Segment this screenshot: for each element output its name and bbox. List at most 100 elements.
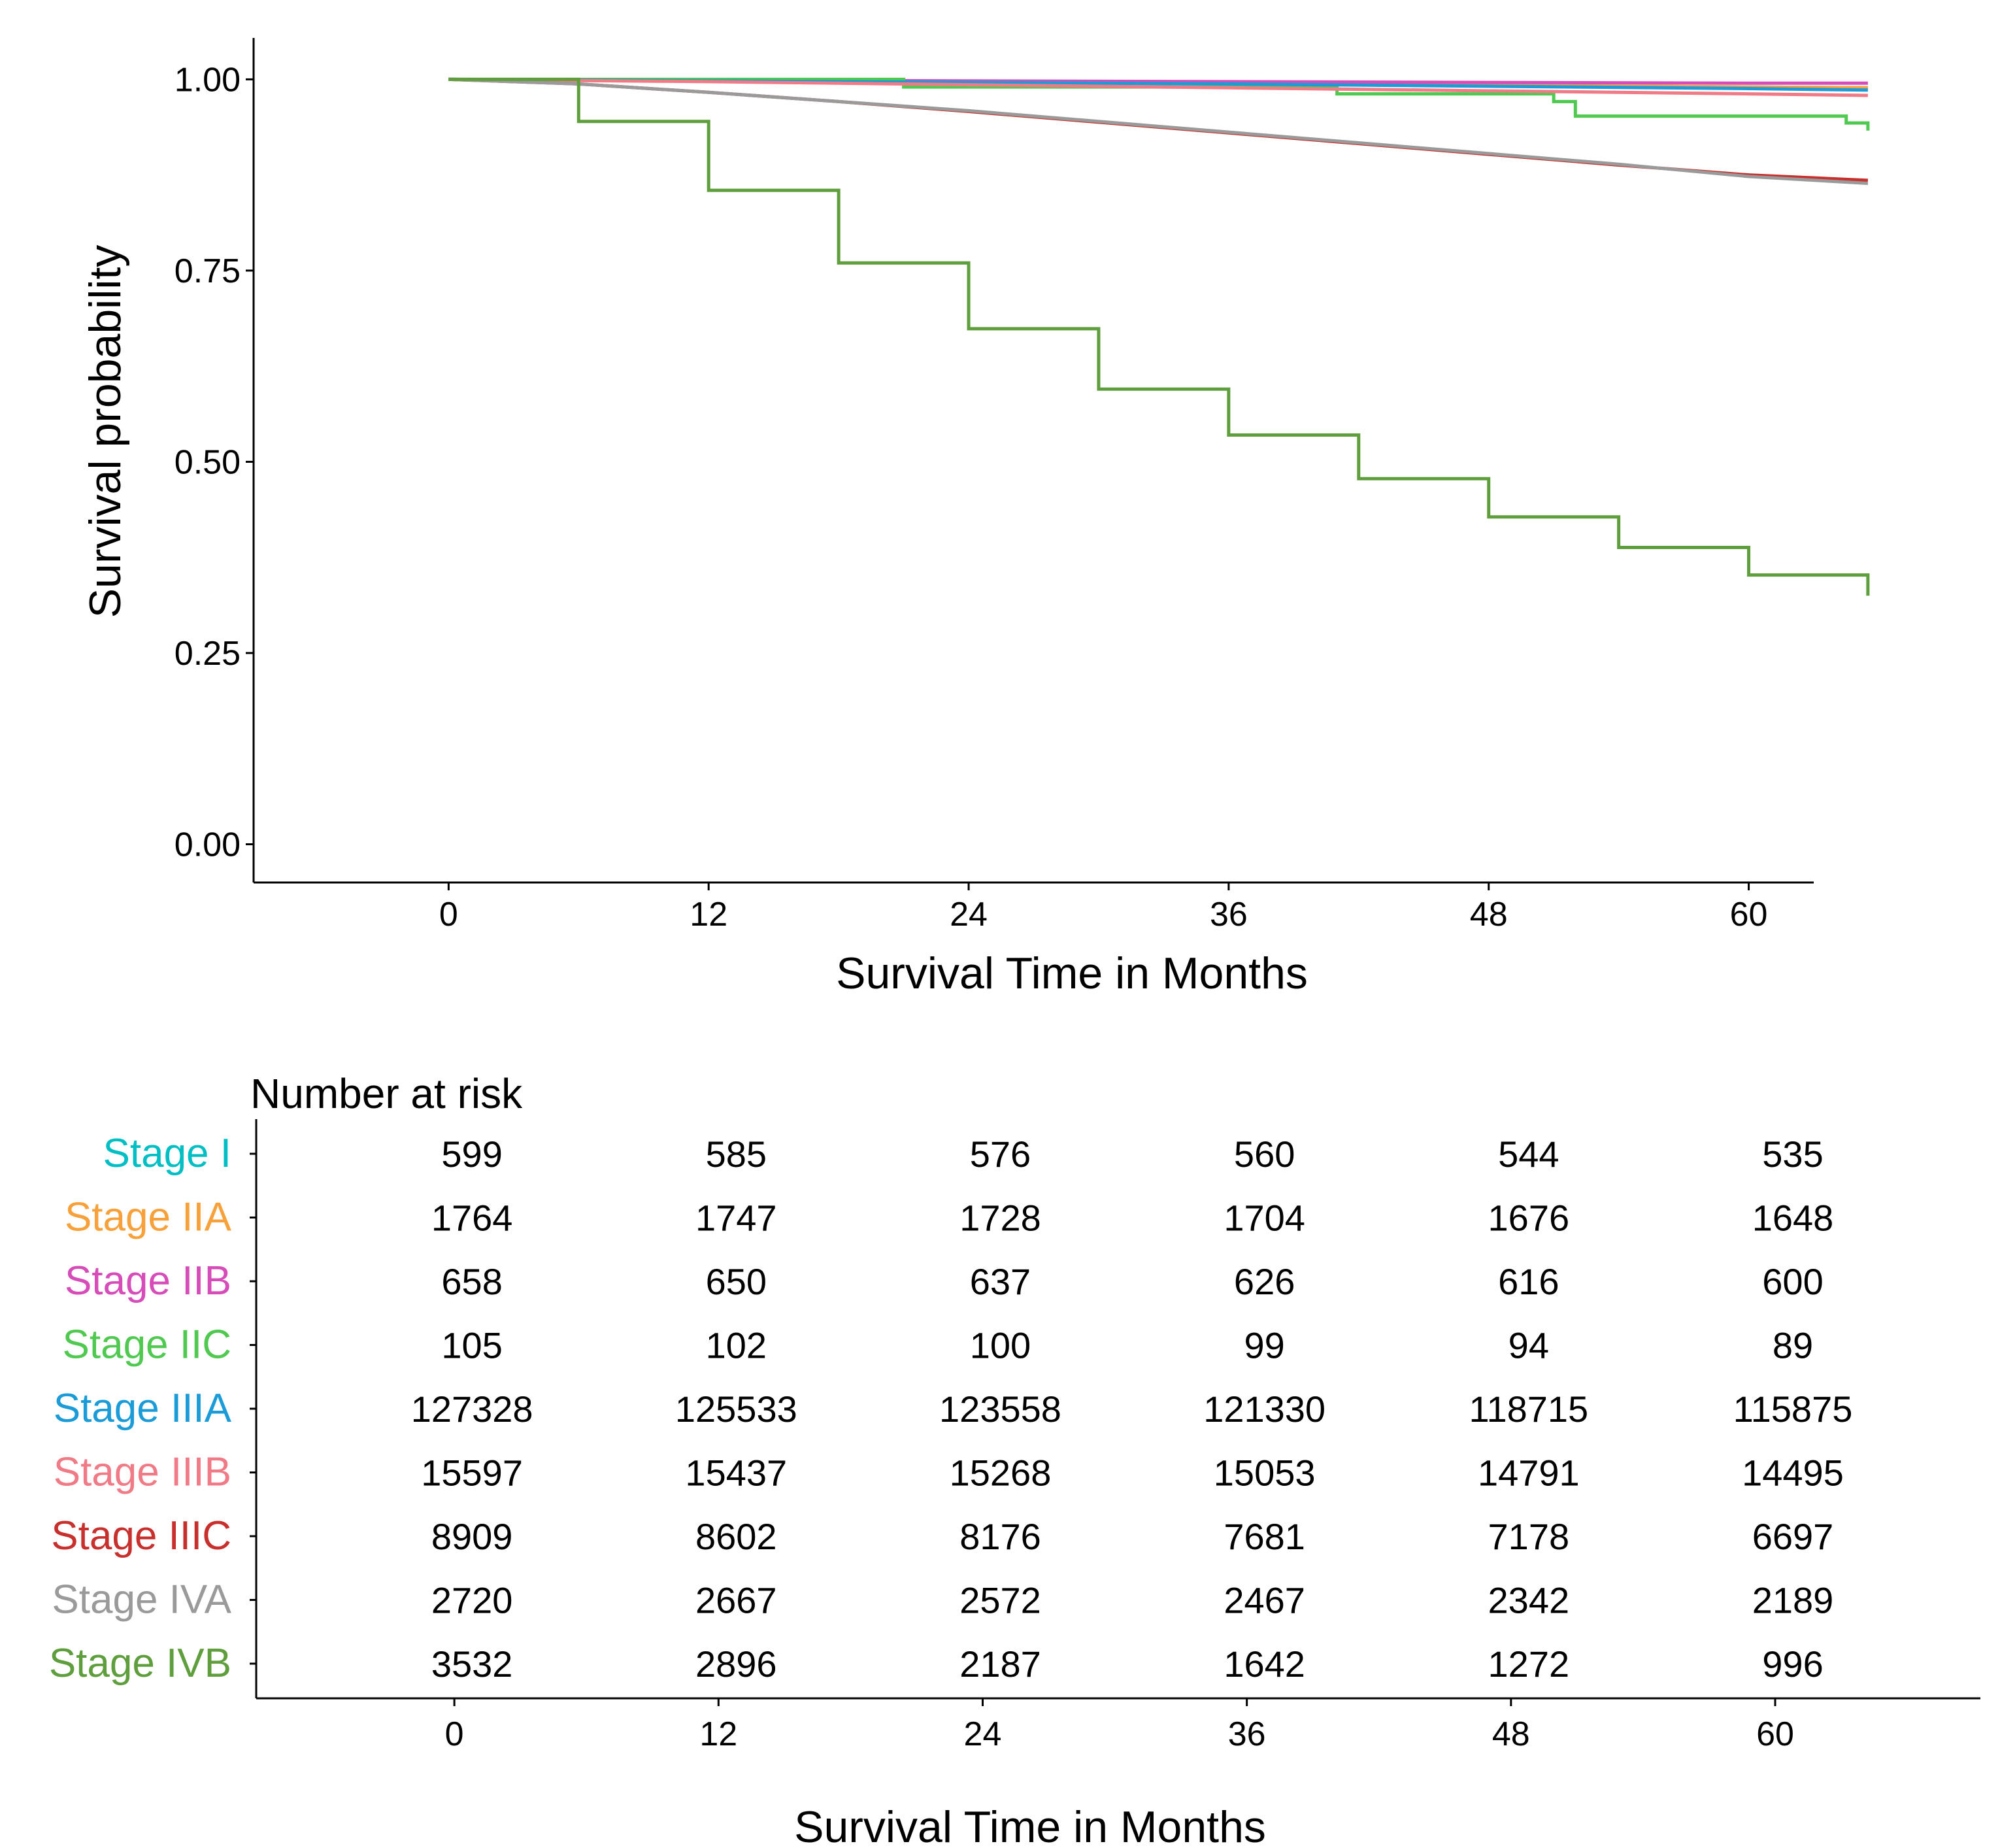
risk-cell: 1642 (1224, 1643, 1305, 1685)
risk-cell: 535 (1762, 1134, 1823, 1175)
risk-cell: 8909 (431, 1516, 513, 1557)
risk-x-tick-label: 36 (1228, 1715, 1266, 1753)
group-label-stage-iib: Stage IIB (65, 1258, 231, 1303)
group-label-stage-iiib: Stage IIIB (54, 1450, 231, 1495)
risk-table-x-axis-title: Survival Time in Months (794, 1802, 1266, 1848)
risk-x-tick-label: 0 (445, 1715, 464, 1753)
risk-cell: 125533 (675, 1388, 797, 1430)
x-ticks: 0 12 24 36 48 60 (439, 882, 1768, 933)
risk-cell: 2720 (431, 1580, 513, 1621)
risk-cell: 94 (1508, 1325, 1549, 1366)
survival-curve-stage-iic (448, 77, 1870, 131)
group-label-stage-iic: Stage IIC (63, 1322, 231, 1368)
risk-cell: 89 (1773, 1325, 1813, 1366)
risk-cell: 15268 (950, 1453, 1052, 1494)
risk-cell: 560 (1234, 1134, 1295, 1175)
group-label-stage-i: Stage I (103, 1131, 231, 1176)
x-tick-label: 12 (690, 896, 727, 933)
risk-row-stage-i: Stage I 599 585 576 560 544 535 (103, 1131, 1824, 1176)
risk-cell: 105 (441, 1325, 502, 1366)
risk-cell: 8602 (695, 1516, 777, 1557)
risk-cell: 544 (1498, 1134, 1559, 1175)
risk-cell: 121330 (1203, 1388, 1325, 1430)
risk-cell: 996 (1762, 1643, 1823, 1685)
km-curves (448, 77, 1870, 596)
group-label-stage-iva: Stage IVA (52, 1577, 231, 1622)
risk-cell: 2572 (959, 1580, 1041, 1621)
risk-table-x-ticks: 0 12 24 36 48 60 (445, 1698, 1794, 1753)
risk-cell: 658 (441, 1261, 502, 1302)
x-tick-label: 24 (950, 896, 988, 933)
risk-cell: 3532 (431, 1643, 513, 1685)
risk-cell: 616 (1498, 1261, 1559, 1302)
risk-cell: 8176 (959, 1516, 1041, 1557)
risk-x-tick-label: 24 (964, 1715, 1002, 1753)
x-tick-label: 48 (1470, 896, 1508, 933)
risk-row-stage-iiic: Stage IIIC 8909 8602 8176 7681 7178 6697 (51, 1513, 1833, 1558)
risk-cell: 6697 (1752, 1516, 1834, 1557)
risk-cell: 1728 (959, 1198, 1041, 1239)
risk-table: Number at risk Stage I 599 585 576 560 544 535… (49, 1070, 1980, 1848)
risk-cell: 1676 (1488, 1198, 1570, 1239)
risk-cell: 576 (970, 1134, 1031, 1175)
risk-row-stage-iva: Stage IVA 2720 2667 2572 2467 2342 2189 (52, 1577, 1833, 1622)
risk-cell: 2342 (1488, 1580, 1570, 1621)
group-label-stage-iiia: Stage IIIA (54, 1386, 232, 1431)
group-label-stage-ivb: Stage IVB (49, 1641, 231, 1686)
risk-cell: 2187 (959, 1643, 1041, 1685)
x-tick-label: 36 (1210, 896, 1248, 933)
survival-curve-stage-iiic (448, 77, 1868, 182)
risk-table-rows: Stage I 599 585 576 560 544 535 Stage IIA 1764 17… (49, 1131, 1853, 1686)
risk-cell: 585 (706, 1134, 767, 1175)
risk-cell: 99 (1244, 1325, 1285, 1366)
x-tick-label: 0 (439, 896, 458, 933)
risk-row-stage-iiia: Stage IIIA 127328 125533 123558 121330 118715… (54, 1386, 1853, 1431)
risk-cell: 123558 (939, 1388, 1061, 1430)
risk-cell: 127328 (411, 1388, 533, 1430)
y-ticks: 0.00 0.25 0.50 0.75 1.00 (175, 61, 254, 864)
risk-cell: 2667 (695, 1580, 777, 1621)
risk-cell: 14495 (1742, 1453, 1844, 1494)
risk-cell: 599 (441, 1134, 502, 1175)
risk-row-stage-iib: Stage IIB 658 650 637 626 616 600 (65, 1258, 1824, 1303)
group-label-stage-iia: Stage IIA (65, 1195, 232, 1240)
risk-cell: 7681 (1224, 1516, 1305, 1557)
risk-row-stage-iic: Stage IIC 105 102 100 99 94 89 (63, 1322, 1814, 1368)
risk-cell: 1764 (431, 1198, 513, 1239)
survival-curve-stage-ivb (448, 77, 1870, 596)
risk-cell: 650 (706, 1261, 767, 1302)
risk-cell: 637 (970, 1261, 1031, 1302)
risk-cell: 15053 (1214, 1453, 1316, 1494)
risk-cell: 600 (1762, 1261, 1823, 1302)
risk-cell: 1747 (695, 1198, 777, 1239)
risk-cell: 118715 (1469, 1388, 1588, 1430)
y-tick-label: 0.75 (175, 252, 241, 290)
risk-cell: 102 (706, 1325, 767, 1366)
risk-cell: 1648 (1752, 1198, 1834, 1239)
risk-cell: 7178 (1488, 1516, 1570, 1557)
risk-cell: 626 (1234, 1261, 1295, 1302)
risk-cell: 1272 (1488, 1643, 1570, 1685)
x-tick-label: 60 (1730, 896, 1768, 933)
x-axis-title: Survival Time in Months (836, 949, 1308, 998)
risk-cell: 2896 (695, 1643, 777, 1685)
survival-curve-stage-iiib (448, 77, 1868, 97)
risk-cell: 2189 (1752, 1580, 1834, 1621)
risk-row-stage-iiib: Stage IIIB 15597 15437 15268 15053 14791 14495 (54, 1450, 1844, 1495)
risk-cell: 1704 (1224, 1198, 1305, 1239)
y-tick-label: 0.00 (175, 826, 241, 864)
y-tick-label: 1.00 (175, 61, 241, 99)
risk-table-title: Number at risk (250, 1070, 523, 1117)
km-plot: 0.00 0.25 0.50 0.75 1.00 0 12 24 36 48 60 Surviva… (80, 38, 1870, 998)
risk-cell: 15597 (421, 1453, 523, 1494)
risk-cell: 100 (970, 1325, 1031, 1366)
risk-cell: 115875 (1733, 1388, 1853, 1430)
risk-x-tick-label: 48 (1492, 1715, 1530, 1753)
survival-curve-stage-iva (448, 77, 1869, 186)
y-tick-label: 0.50 (175, 443, 241, 481)
y-axis-title: Survival probability (80, 245, 130, 618)
risk-row-stage-iia: Stage IIA 1764 1747 1728 1704 1676 1648 (65, 1195, 1833, 1240)
risk-x-tick-label: 12 (699, 1715, 737, 1753)
risk-cell: 2467 (1224, 1580, 1305, 1621)
